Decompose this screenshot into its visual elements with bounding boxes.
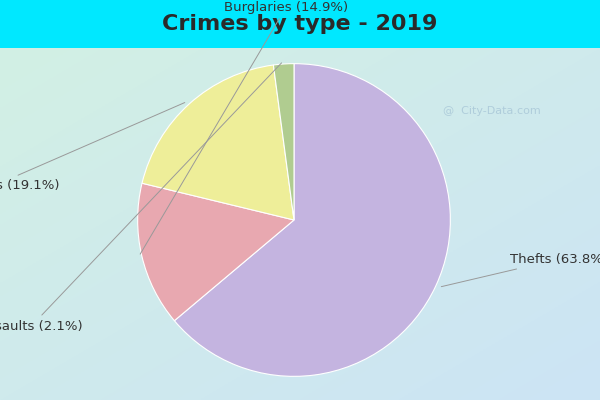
Text: Thefts (63.8%): Thefts (63.8%) (442, 252, 600, 287)
Text: Assaults (2.1%): Assaults (2.1%) (0, 63, 281, 333)
Wedge shape (175, 64, 451, 376)
Text: Burglaries (14.9%): Burglaries (14.9%) (140, 0, 348, 254)
Wedge shape (274, 64, 294, 220)
Text: Crimes by type - 2019: Crimes by type - 2019 (163, 14, 437, 34)
Wedge shape (137, 183, 294, 321)
Wedge shape (142, 65, 294, 220)
Text: @  City-Data.com: @ City-Data.com (443, 106, 541, 116)
Text: Auto thefts (19.1%): Auto thefts (19.1%) (0, 102, 185, 192)
